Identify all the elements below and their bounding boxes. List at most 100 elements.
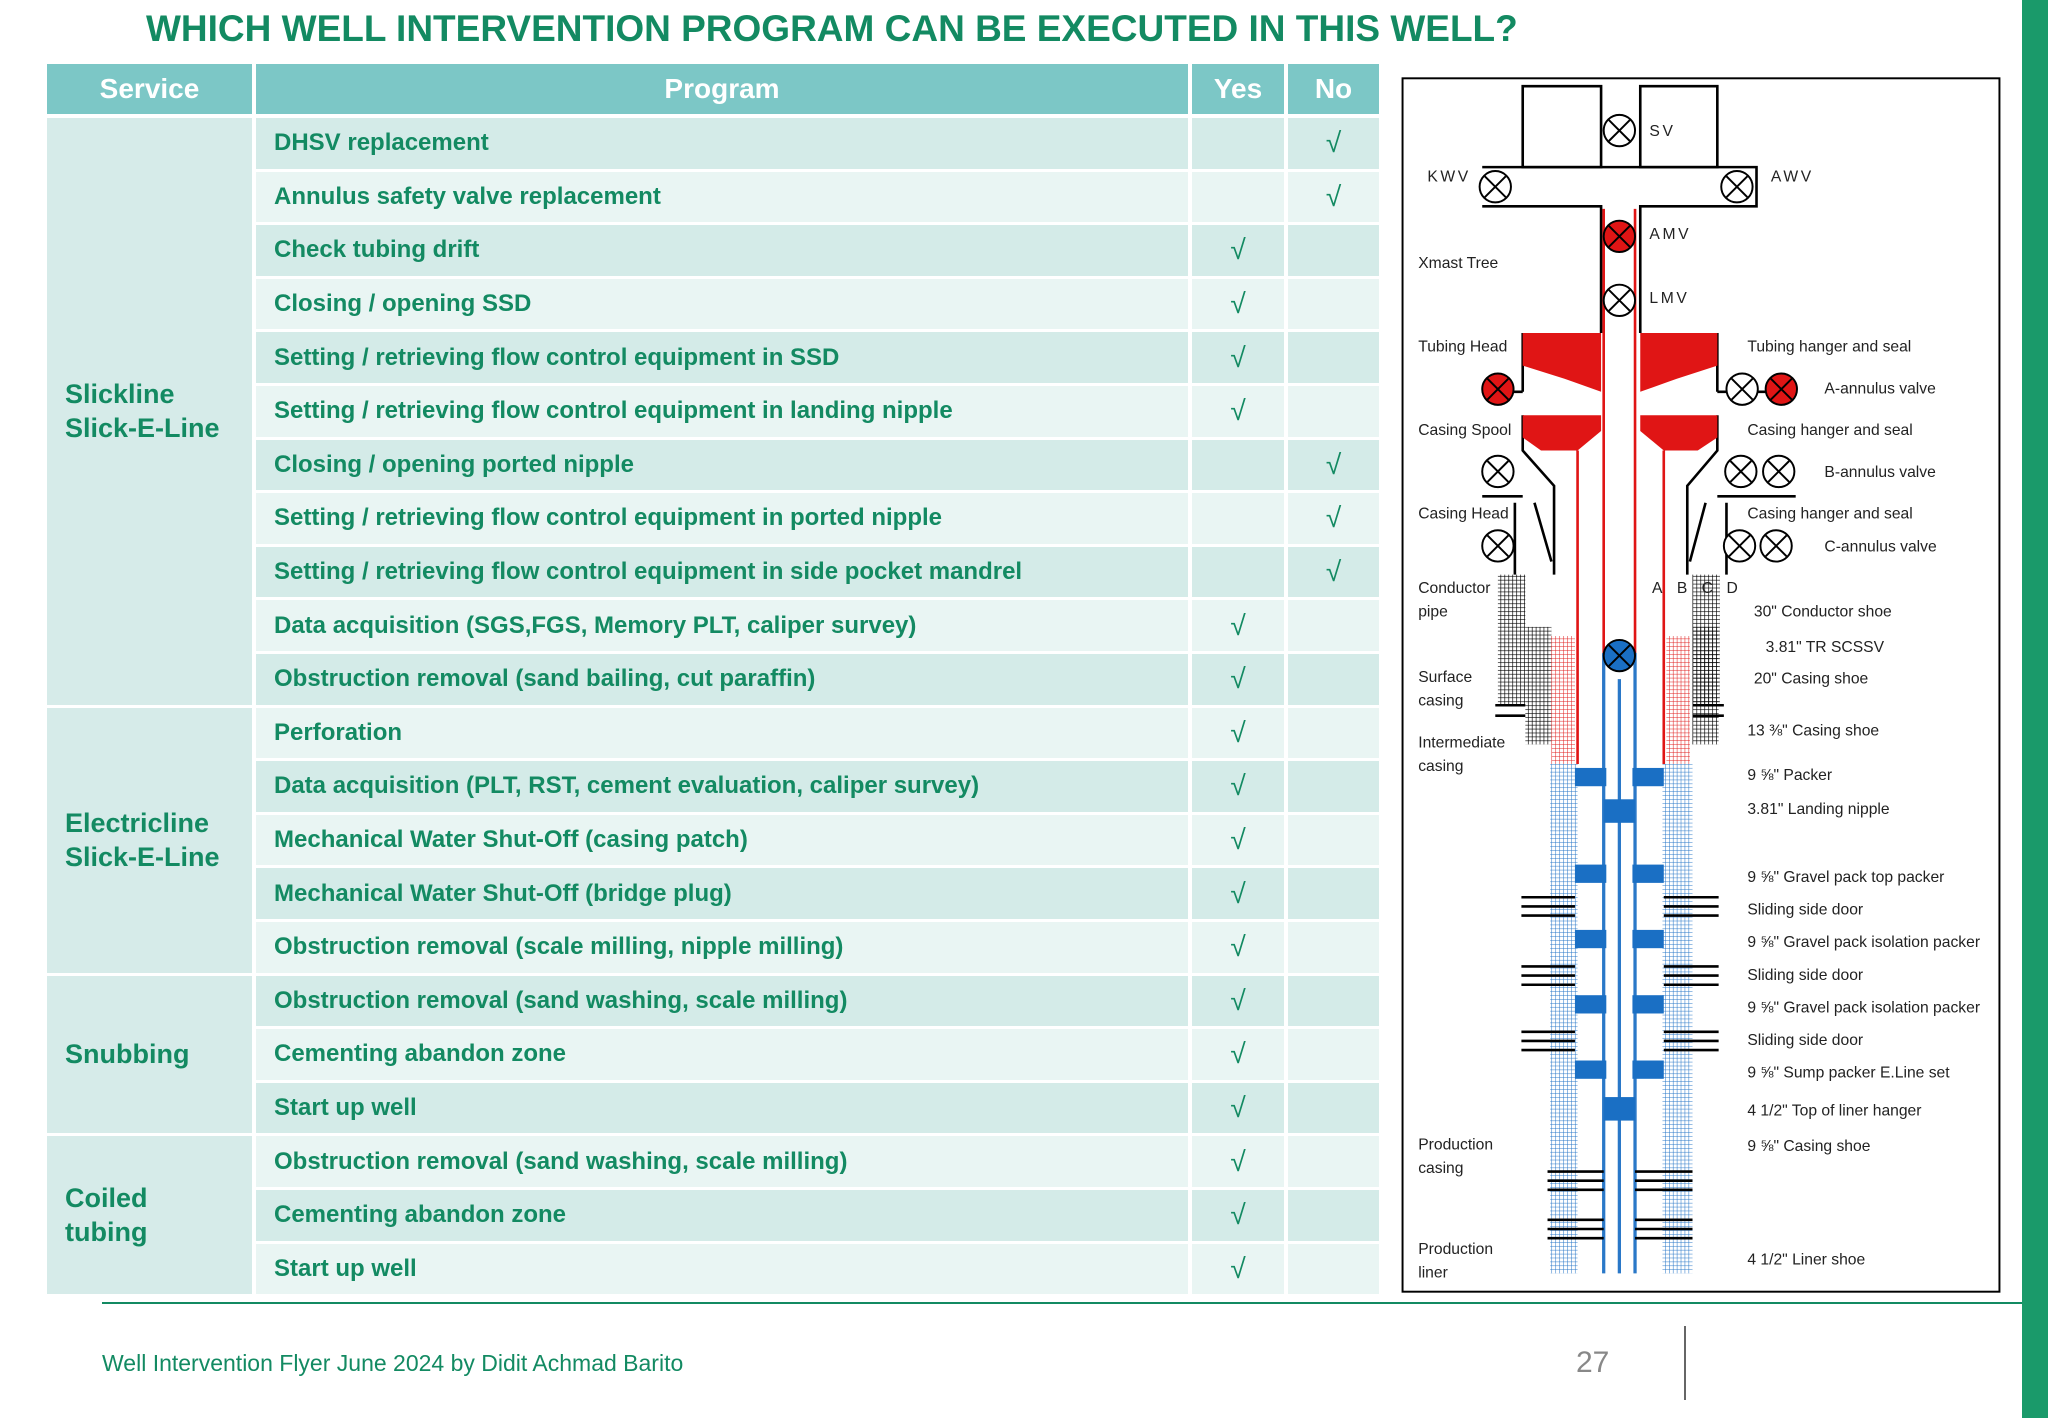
diagram-polygon bbox=[1522, 333, 1602, 392]
right-label: 30" Conductor shoe bbox=[1754, 604, 1892, 621]
service-name: tubing bbox=[65, 1217, 148, 1248]
diagram-rect bbox=[1632, 1060, 1664, 1079]
valve-cross bbox=[1608, 119, 1631, 142]
right-label: 3.81" TR SCSSV bbox=[1766, 639, 1885, 656]
diagram-rect bbox=[1497, 574, 1526, 706]
valve-label: AMV bbox=[1649, 226, 1691, 243]
left-label: pipe bbox=[1418, 604, 1448, 621]
diagram-path bbox=[1495, 703, 1724, 717]
program-cell: Obstruction removal (scale milling, nipp… bbox=[256, 922, 1188, 973]
program-cell: Data acquisition (PLT, RST, cement evalu… bbox=[256, 761, 1188, 812]
title: WHICH WELL INTERVENTION PROGRAM CAN BE E… bbox=[146, 8, 1518, 49]
left-label: liner bbox=[1418, 1265, 1448, 1282]
right-label: 20" Casing shoe bbox=[1754, 670, 1869, 687]
left-label: Conductor bbox=[1418, 580, 1490, 597]
annulus-label: D bbox=[1726, 580, 1737, 597]
no-cell bbox=[1288, 1029, 1379, 1080]
valve-label: KWV bbox=[1427, 169, 1471, 186]
yes-cell: √ bbox=[1192, 654, 1284, 705]
valve-cross bbox=[1486, 378, 1510, 401]
diagram-rect bbox=[1666, 636, 1690, 765]
yes-cell: √ bbox=[1192, 922, 1284, 973]
diagram-rect bbox=[1574, 864, 1607, 883]
right-label: 9 ⅝" Gravel pack top packer bbox=[1747, 869, 1944, 886]
diagram-rect bbox=[1551, 636, 1575, 765]
diagram-g bbox=[1574, 767, 1664, 1121]
service-cell: Snubbing bbox=[47, 975, 252, 1134]
valve-cross bbox=[1770, 378, 1793, 401]
yes-cell: √ bbox=[1192, 975, 1284, 1027]
right-label: Sliding side door bbox=[1747, 967, 1863, 984]
right-label: Tubing hanger and seal bbox=[1747, 339, 1911, 356]
diagram-rect bbox=[1525, 626, 1552, 745]
program-cell: Setting / retrieving flow control equipm… bbox=[256, 332, 1188, 383]
yes-cell: √ bbox=[1192, 225, 1284, 276]
diagram-path bbox=[1521, 965, 1719, 987]
no-cell bbox=[1288, 654, 1379, 705]
left-label: casing bbox=[1418, 692, 1463, 709]
program-cell: Data acquisition (SGS,FGS, Memory PLT, c… bbox=[256, 600, 1188, 651]
diagram-rect bbox=[1632, 864, 1664, 883]
program-cell: DHSV replacement bbox=[256, 118, 1188, 169]
annulus-label: B bbox=[1677, 580, 1687, 597]
program-cell: Annulus safety valve replacement bbox=[256, 171, 1188, 223]
footer-text: Well Intervention Flyer June 2024 by Did… bbox=[102, 1350, 684, 1376]
valve-cross bbox=[1729, 460, 1752, 483]
diagram-path bbox=[1576, 208, 1666, 765]
right-label: B-annulus valve bbox=[1824, 464, 1936, 481]
yes-cell bbox=[1192, 118, 1284, 169]
service-name: Coiled bbox=[65, 1183, 148, 1214]
yes-cell: √ bbox=[1192, 386, 1284, 437]
diagram-rect bbox=[1632, 767, 1664, 787]
no-cell bbox=[1288, 1082, 1379, 1134]
service-cell: Slickline Slick-E-Line bbox=[47, 118, 252, 705]
right-label: 4 1/2" Top of liner hanger bbox=[1747, 1103, 1921, 1120]
diagram-polygon bbox=[1640, 333, 1718, 392]
valve-cross bbox=[1731, 378, 1754, 401]
service-cell: Coiled tubing bbox=[47, 1136, 252, 1295]
footer-line bbox=[102, 1302, 2022, 1304]
divider bbox=[1684, 1326, 1686, 1400]
no-cell bbox=[1288, 1190, 1379, 1241]
right-label: Sliding side door bbox=[1747, 901, 1863, 918]
program-cell: Closing / opening ported nipple bbox=[256, 439, 1188, 491]
left-label: Casing Spool bbox=[1418, 422, 1511, 439]
yes-cell: √ bbox=[1192, 1029, 1284, 1080]
no-cell bbox=[1288, 814, 1379, 866]
diagram-rect bbox=[1603, 799, 1636, 823]
right-label: Sliding side door bbox=[1747, 1032, 1863, 1049]
right-label: A-annulus valve bbox=[1824, 380, 1936, 397]
right-label: 4 1/2" Liner shoe bbox=[1747, 1251, 1865, 1268]
service-name: Electricline bbox=[65, 808, 210, 839]
diagram-path bbox=[1521, 895, 1719, 917]
no-cell: √ bbox=[1288, 546, 1379, 598]
right-label: Casing hanger and seal bbox=[1747, 422, 1912, 439]
no-cell bbox=[1288, 761, 1379, 812]
no-cell bbox=[1288, 868, 1379, 919]
program-cell: Setting / retrieving flow control equipm… bbox=[256, 493, 1188, 544]
yes-cell: √ bbox=[1192, 332, 1284, 383]
right-label: 13 ⅜" Casing shoe bbox=[1747, 723, 1879, 740]
no-cell: √ bbox=[1288, 171, 1379, 223]
service-name: Snubbing bbox=[65, 1039, 190, 1070]
no-cell bbox=[1288, 975, 1379, 1027]
program-cell: Obstruction removal (sand washing, scale… bbox=[256, 975, 1188, 1027]
yes-cell: √ bbox=[1192, 1136, 1284, 1187]
yes-cell bbox=[1192, 546, 1284, 598]
program-cell: Obstruction removal (sand washing, scale… bbox=[256, 1136, 1188, 1187]
program-cell: Closing / opening SSD bbox=[256, 278, 1188, 330]
yes-cell: √ bbox=[1192, 600, 1284, 651]
left-label: casing bbox=[1418, 758, 1463, 775]
service-name: Slick-E-Line bbox=[65, 413, 220, 444]
right-label: 9 ⅝" Gravel pack isolation packer bbox=[1747, 934, 1980, 951]
no-cell: √ bbox=[1288, 118, 1379, 169]
diagram-rect bbox=[1574, 929, 1607, 949]
valve-cross bbox=[1486, 534, 1510, 558]
left-label: Intermediate bbox=[1418, 734, 1505, 751]
header-cell: No bbox=[1288, 64, 1379, 114]
left-label: Xmast Tree bbox=[1418, 255, 1498, 272]
right-label: Casing hanger and seal bbox=[1747, 506, 1912, 523]
right-label: 9 ⅝" Packer bbox=[1747, 767, 1832, 784]
program-cell: Mechanical Water Shut-Off (bridge plug) bbox=[256, 868, 1188, 919]
